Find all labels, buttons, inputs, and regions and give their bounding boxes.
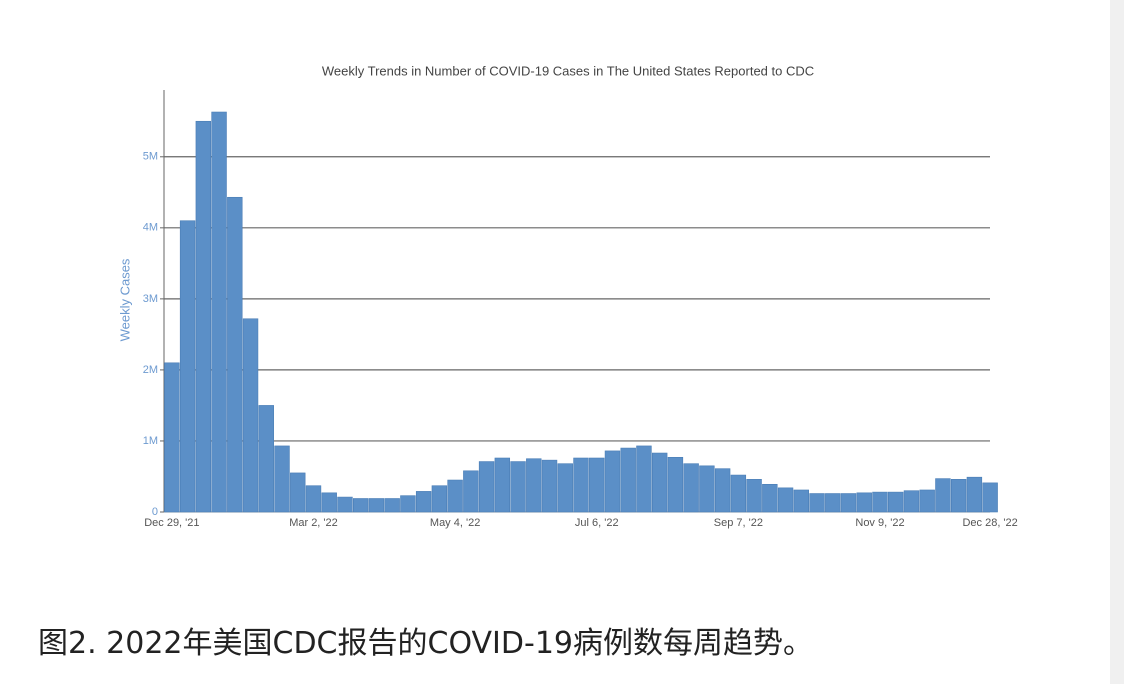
y-tick-label: 1M	[143, 435, 158, 447]
bar	[840, 493, 857, 513]
bar	[415, 491, 432, 513]
bar	[368, 498, 385, 513]
x-tick-label: Mar 2, '22	[289, 517, 338, 529]
bar	[179, 220, 196, 513]
bar	[557, 463, 573, 513]
bar	[793, 489, 809, 513]
chart-title: Weekly Trends in Number of COVID-19 Case…	[322, 63, 814, 78]
bar	[950, 479, 967, 513]
chart: Weekly Trends in Number of COVID-19 Case…	[117, 63, 1017, 529]
bar	[856, 492, 872, 513]
bar	[400, 495, 416, 513]
bar	[762, 483, 778, 513]
bar	[447, 479, 463, 513]
bar	[211, 111, 227, 513]
bar	[431, 485, 448, 513]
x-tick-label: May 4, '22	[430, 517, 480, 529]
bar	[195, 120, 212, 513]
bar	[526, 458, 542, 513]
bar	[966, 476, 983, 513]
bar	[337, 496, 353, 513]
bar	[667, 456, 684, 513]
bar	[541, 459, 558, 513]
bar	[478, 461, 495, 513]
bar	[872, 491, 888, 513]
y-tick-label: 2M	[143, 364, 158, 376]
x-tick-label: Nov 9, '22	[855, 517, 904, 529]
bar	[494, 457, 511, 513]
bar	[903, 490, 920, 513]
bar	[714, 468, 731, 513]
bar	[290, 472, 306, 513]
x-tick-label: Dec 28, '22	[962, 517, 1017, 529]
bar	[463, 470, 479, 513]
y-axis-label: Weekly Cases	[117, 258, 132, 341]
bar	[620, 447, 636, 513]
bar	[274, 445, 290, 513]
bar	[242, 318, 259, 513]
bar	[730, 474, 747, 513]
bar	[164, 362, 180, 513]
y-tick-label: 5M	[143, 151, 158, 163]
x-tick-label: Sep 7, '22	[714, 517, 763, 529]
bar	[777, 487, 794, 513]
bar	[305, 485, 322, 513]
bar	[683, 463, 699, 513]
bar	[888, 491, 904, 513]
bar	[258, 405, 274, 513]
bar	[510, 461, 526, 513]
bar	[384, 498, 400, 513]
bar	[604, 450, 621, 513]
bar	[227, 196, 243, 513]
bar	[353, 498, 369, 513]
bar	[935, 478, 951, 513]
caption: 图2. 2022年美国CDC报告的COVID-19病例数每周趋势。	[38, 626, 814, 661]
bar	[982, 482, 998, 513]
bar	[573, 457, 589, 513]
y-tick-label: 0	[152, 506, 158, 518]
bar	[809, 493, 825, 513]
bar	[699, 465, 715, 513]
bar	[589, 457, 605, 513]
bar	[746, 479, 762, 513]
y-tick-label: 4M	[143, 222, 158, 234]
side-strip	[1110, 0, 1124, 684]
bar	[321, 492, 337, 513]
bar	[636, 445, 652, 513]
y-tick-label: 3M	[143, 293, 158, 305]
bar	[825, 493, 841, 513]
bar	[919, 489, 935, 513]
bar	[651, 452, 668, 513]
x-tick-label: Jul 6, '22	[575, 517, 619, 529]
x-tick-label: Dec 29, '21	[144, 517, 199, 529]
